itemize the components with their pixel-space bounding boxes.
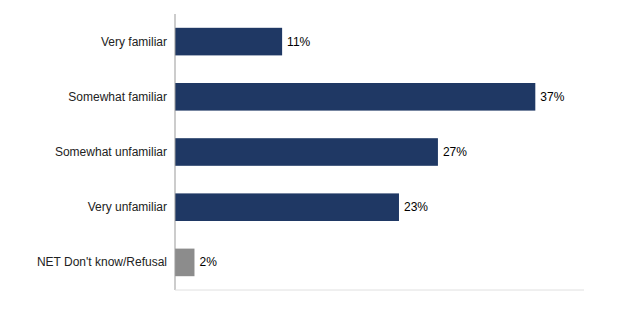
- category-label: Very unfamiliar: [88, 200, 167, 214]
- bar: [175, 28, 282, 56]
- bar: [175, 249, 194, 277]
- category-label: Very familiar: [101, 35, 167, 49]
- x-axis-line: [175, 290, 584, 291]
- data-label: 37%: [540, 90, 564, 104]
- chart: Very familiar Somewhat familiar Somewhat u…: [0, 0, 624, 310]
- category-label: Somewhat unfamiliar: [55, 145, 167, 159]
- bar: [175, 138, 438, 166]
- category-label: NET Don't know/Refusal: [37, 255, 167, 269]
- bar: [175, 193, 399, 221]
- data-label: 2%: [199, 255, 217, 269]
- y-axis-line: [175, 14, 176, 290]
- data-label: 23%: [404, 200, 428, 214]
- bar: [175, 83, 535, 111]
- category-label: Somewhat familiar: [68, 90, 167, 104]
- bars: [175, 28, 535, 276]
- data-label: 27%: [443, 145, 467, 159]
- chart-container: Very familiar Somewhat familiar Somewhat u…: [0, 0, 624, 310]
- data-label: 11%: [287, 35, 310, 49]
